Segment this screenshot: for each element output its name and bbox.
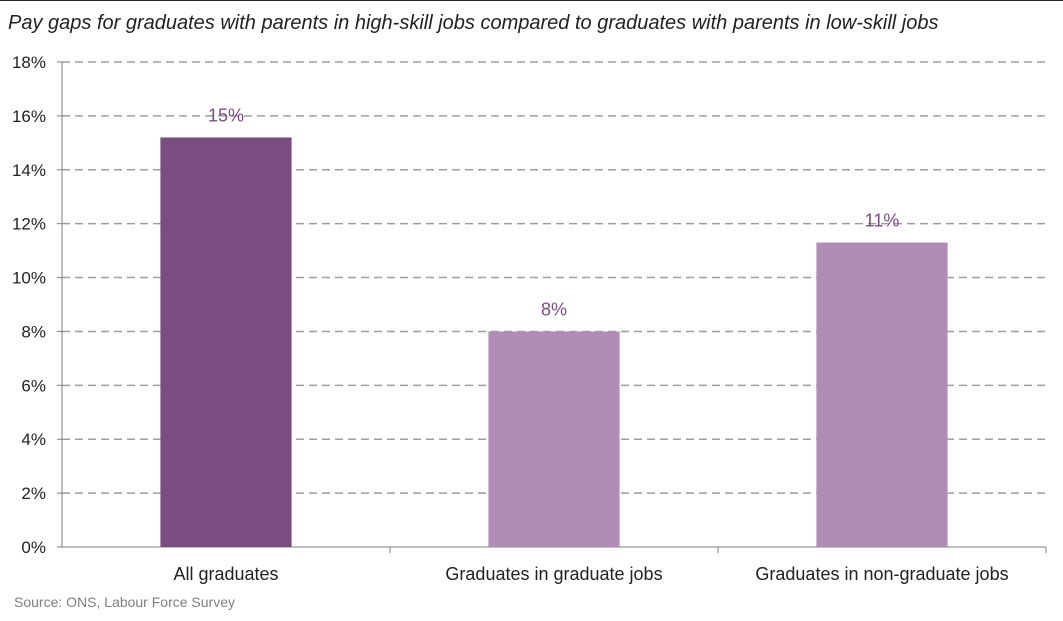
chart-title: Pay gaps for graduates with parents in h… (8, 12, 939, 34)
y-tick-label: 18% (12, 53, 46, 72)
x-category-label: Graduates in graduate jobs (445, 564, 662, 584)
y-tick-label: 16% (12, 107, 46, 126)
source-note: Source: ONS, Labour Force Survey (14, 594, 235, 610)
y-tick-label: 4% (21, 430, 46, 449)
y-tick-label: 14% (12, 161, 46, 180)
top-border (0, 0, 1063, 1)
data-label: 8% (541, 299, 567, 319)
bar (160, 137, 292, 547)
y-tick-label: 6% (21, 376, 46, 395)
x-category-label: Graduates in non-graduate jobs (755, 564, 1008, 584)
x-category-label: All graduates (173, 564, 278, 584)
bar (488, 331, 620, 547)
y-tick-label: 10% (12, 269, 46, 288)
y-tick-label: 0% (21, 538, 46, 557)
y-tick-label: 12% (12, 215, 46, 234)
y-tick-label: 8% (21, 322, 46, 341)
data-label: 11% (865, 211, 900, 231)
data-label: 15% (208, 105, 244, 125)
bar (816, 242, 948, 547)
y-tick-label: 2% (21, 484, 46, 503)
